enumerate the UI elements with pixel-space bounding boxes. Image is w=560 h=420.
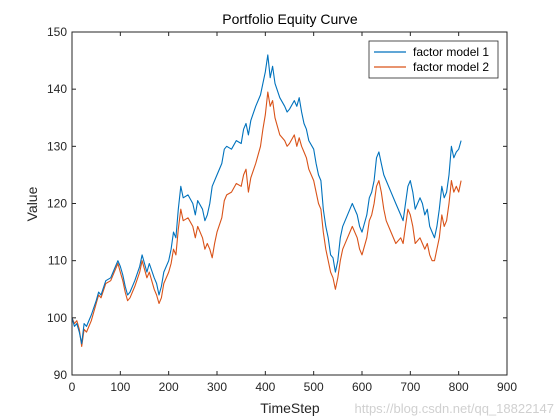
series-line-factor-model-2: [71, 91, 462, 347]
legend-label: factor model 2: [413, 60, 489, 74]
x-tick-label: 800: [449, 380, 469, 394]
x-tick-label: 900: [497, 380, 517, 394]
legend-label: factor model 1: [413, 45, 489, 59]
y-tick-label: 130: [47, 139, 67, 153]
y-tick-label: 110: [48, 254, 67, 268]
y-tick-label: 90: [54, 368, 68, 382]
watermark-text: https://blog.csdn.net/qq_18822147: [355, 401, 555, 416]
legend-box: [368, 40, 499, 79]
chart-title: Portfolio Equity Curve: [222, 11, 358, 27]
x-tick-label: 600: [352, 380, 372, 394]
x-tick-label: 0: [69, 380, 76, 394]
x-tick-label: 400: [255, 380, 275, 394]
series-layer: [71, 54, 462, 347]
y-tick-label: 150: [47, 25, 67, 39]
y-tick-label: 140: [47, 82, 67, 96]
x-tick-label: 100: [110, 380, 130, 394]
series-line-factor-model-1: [71, 54, 462, 345]
x-tick-label: 700: [400, 380, 420, 394]
ticks-layer: 0 100 200 300 400 500 600 700 800 900 90 100 110 120 1…: [47, 25, 517, 394]
x-tick-label: 200: [159, 380, 179, 394]
y-tick-label: 100: [47, 311, 67, 325]
x-tick-label: 500: [304, 380, 324, 394]
x-tick-label: 300: [207, 380, 227, 394]
y-tick-label: 120: [47, 197, 67, 211]
y-axis-label: Value: [24, 186, 40, 221]
x-axis-label: TimeStep: [260, 400, 320, 416]
